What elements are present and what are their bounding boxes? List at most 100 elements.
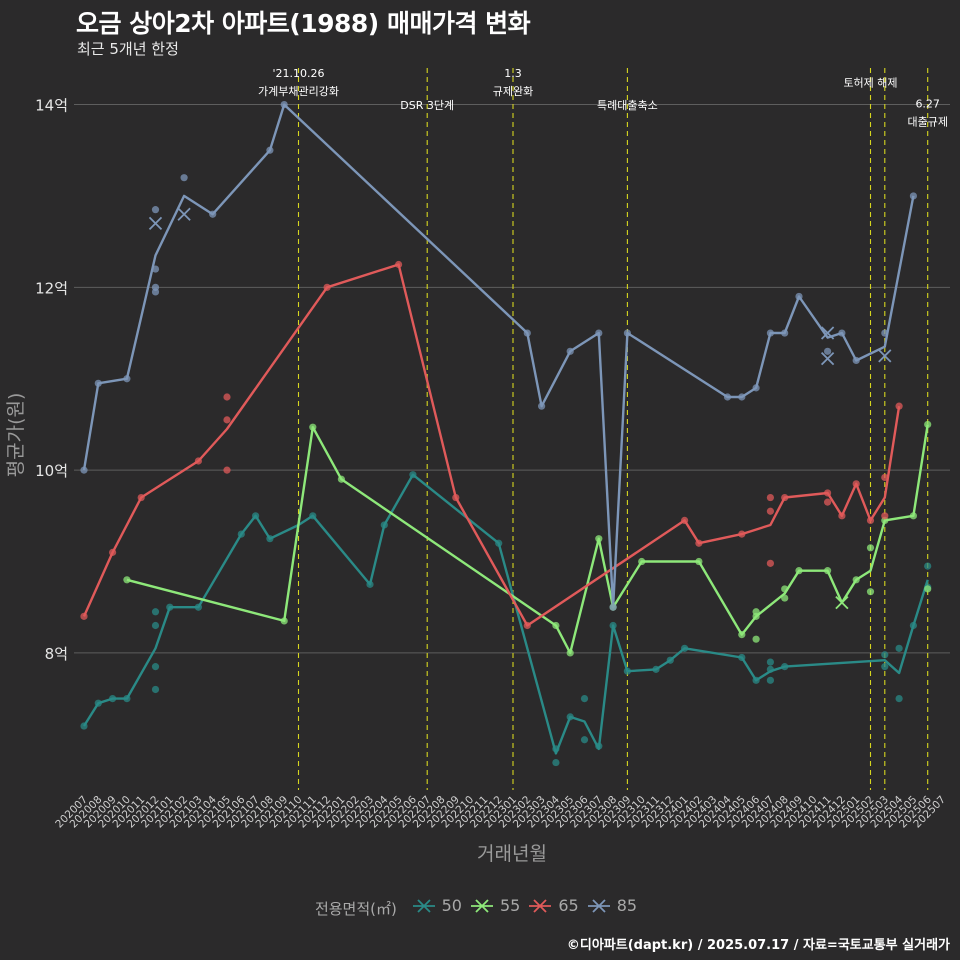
data-point-50: [237, 530, 245, 538]
data-point-50: [94, 699, 102, 707]
data-point-85: [909, 192, 918, 200]
data-point-50: [495, 539, 503, 547]
data-point-55: [566, 649, 574, 657]
data-point-50: [781, 663, 789, 671]
data-point-65: [766, 507, 775, 515]
data-point-50: [266, 535, 274, 543]
data-point-50: [109, 695, 117, 703]
x-axis: 2020072020082020092020102020112020122021…: [53, 793, 948, 830]
y-axis-title: 평균가(원): [5, 393, 27, 478]
data-point-65: [395, 260, 403, 269]
data-point-85: [151, 265, 160, 273]
data-point-55: [309, 423, 317, 431]
data-point-55: [695, 557, 703, 566]
data-point-50: [766, 676, 775, 684]
event-label: DSR 3단계: [400, 99, 454, 112]
data-point-50: [151, 621, 160, 630]
data-point-85: [852, 356, 860, 365]
data-point-50: [652, 665, 660, 673]
legend-label: 85: [616, 896, 638, 915]
event-label-line: 가계부채관리강화: [258, 85, 339, 98]
marks-layer: [80, 100, 932, 767]
legend: 전용면적(㎡) 50 55 65 85: [0, 896, 960, 919]
data-point-85: [752, 384, 760, 392]
data-point-85: [123, 375, 131, 383]
data-point-85: [266, 146, 274, 154]
data-point-50: [666, 656, 674, 664]
data-point-65: [523, 621, 531, 630]
data-point-50: [552, 758, 560, 767]
data-point-85: [795, 292, 803, 301]
data-point-50: [194, 603, 202, 611]
data-point-55: [866, 544, 875, 552]
data-point-85: [766, 329, 775, 337]
data-point-65: [881, 512, 889, 520]
data-point-85: [723, 393, 732, 401]
event-label-line: 규제완화: [493, 85, 533, 98]
data-point-85: [881, 329, 889, 337]
data-point-65: [881, 473, 889, 482]
data-point-85: [738, 393, 746, 401]
data-point-50: [623, 667, 632, 675]
data-point-55: [752, 635, 760, 643]
data-point-50: [151, 663, 160, 671]
series-layer: [82, 103, 929, 755]
data-point-50: [409, 471, 417, 479]
data-point-65: [452, 493, 460, 502]
cancel-mark-85: [820, 326, 835, 340]
data-point-85: [151, 206, 160, 214]
data-point-65: [766, 493, 775, 502]
legend-key-icon: [470, 898, 493, 913]
event-label: '21.10.26 가계부채관리강화: [258, 67, 339, 98]
data-point-50: [151, 685, 160, 694]
data-point-85: [180, 174, 188, 182]
data-point-65: [194, 457, 202, 465]
y-tick-label: 10억: [35, 462, 68, 480]
chart-subtitle: 최근 5개년 한정: [77, 40, 179, 58]
event-label: 특례대출축소: [597, 99, 658, 112]
data-point-55: [337, 475, 345, 483]
event-label: 1.3 규제완화: [493, 67, 533, 98]
data-point-50: [881, 651, 889, 659]
legend-label: 65: [558, 896, 579, 915]
data-point-50: [924, 562, 932, 570]
data-point-65: [866, 516, 875, 524]
event-label: 토허제 해제: [843, 75, 897, 89]
legend-item-65: 65: [528, 896, 579, 915]
data-point-55: [824, 567, 832, 575]
data-point-55: [866, 588, 875, 596]
data-point-85: [209, 210, 217, 218]
data-point-50: [151, 608, 160, 616]
y-tick-label: 12억: [35, 279, 68, 297]
data-point-50: [609, 621, 617, 630]
data-point-65: [766, 559, 775, 567]
grid-lines: [74, 104, 950, 654]
cancel-mark-85: [878, 349, 892, 363]
data-point-65: [824, 489, 832, 497]
data-point-55: [852, 576, 860, 584]
event-label-line: 특례대출축소: [597, 99, 658, 112]
data-point-85: [538, 402, 546, 410]
data-point-50: [895, 695, 903, 703]
series-line-55: [126, 424, 929, 655]
data-point-55: [752, 612, 760, 620]
data-point-85: [523, 329, 531, 337]
data-point-85: [595, 329, 603, 337]
data-point-55: [781, 585, 789, 593]
legend-item-50: 50: [412, 896, 462, 915]
event-label-line: '21.10.26: [272, 67, 324, 80]
data-point-50: [895, 644, 903, 652]
data-point-85: [838, 329, 846, 337]
data-point-65: [223, 393, 231, 401]
data-point-85: [609, 603, 617, 611]
legend-key-icon: [587, 898, 610, 913]
legend-label: 55: [499, 896, 521, 915]
data-point-55: [909, 512, 918, 520]
data-point-85: [781, 329, 789, 337]
cancel-mark-85: [148, 216, 163, 231]
cancel-mark-85: [177, 207, 191, 221]
data-point-65: [323, 283, 331, 291]
data-point-50: [909, 621, 918, 630]
data-point-55: [738, 631, 746, 639]
